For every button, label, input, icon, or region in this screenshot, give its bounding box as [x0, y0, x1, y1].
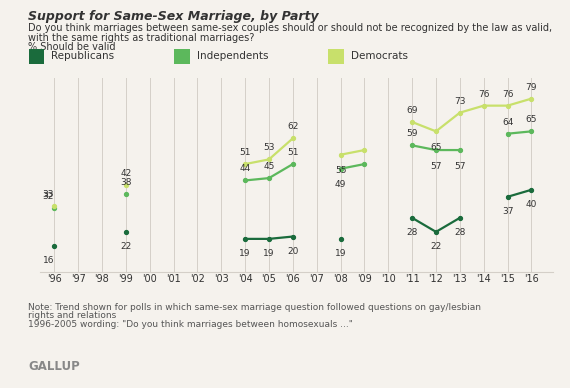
Text: 22: 22	[120, 242, 132, 251]
Text: Independents: Independents	[197, 51, 268, 61]
Text: 22: 22	[430, 242, 442, 251]
Text: Do you think marriages between same-sex couples should or should not be recogniz: Do you think marriages between same-sex …	[28, 23, 553, 33]
Text: 51: 51	[239, 148, 251, 157]
Text: 64: 64	[502, 118, 513, 127]
Text: Republicans: Republicans	[51, 51, 115, 61]
Text: 19: 19	[263, 249, 275, 258]
Text: Democrats: Democrats	[351, 51, 408, 61]
Text: 1996-2005 wording: "Do you think marriages between homosexuals ...": 1996-2005 wording: "Do you think marriag…	[28, 320, 353, 329]
Text: 62: 62	[287, 122, 299, 132]
Text: 38: 38	[120, 178, 132, 187]
Text: 73: 73	[454, 97, 466, 106]
Text: 40: 40	[526, 200, 537, 209]
Text: 53: 53	[263, 144, 275, 152]
Text: 28: 28	[454, 229, 466, 237]
Text: 57: 57	[430, 162, 442, 171]
Text: 20: 20	[287, 247, 299, 256]
Text: 19: 19	[239, 249, 251, 258]
Text: 16: 16	[43, 256, 54, 265]
Text: Support for Same-Sex Marriage, by Party: Support for Same-Sex Marriage, by Party	[28, 10, 319, 23]
Text: 55: 55	[335, 166, 347, 175]
Text: with the same rights as traditional marriages?: with the same rights as traditional marr…	[28, 33, 255, 43]
Text: 28: 28	[406, 229, 418, 237]
Text: 37: 37	[502, 207, 514, 217]
Text: 76: 76	[502, 90, 514, 99]
Text: 79: 79	[526, 83, 537, 92]
Text: 65: 65	[430, 143, 442, 152]
Text: 19: 19	[335, 249, 347, 258]
Text: % Should be valid: % Should be valid	[28, 42, 116, 52]
Text: 33: 33	[43, 190, 54, 199]
Text: 65: 65	[526, 115, 537, 124]
Text: 42: 42	[120, 169, 132, 178]
Text: 45: 45	[263, 162, 275, 171]
Text: 32: 32	[43, 192, 54, 201]
Text: GALLUP: GALLUP	[28, 360, 80, 373]
Text: 44: 44	[239, 165, 251, 173]
Text: Note: Trend shown for polls in which same-sex marriage question followed questio: Note: Trend shown for polls in which sam…	[28, 303, 482, 312]
Text: 57: 57	[454, 162, 466, 171]
Text: 69: 69	[406, 106, 418, 115]
Text: 59: 59	[406, 129, 418, 139]
Text: 51: 51	[287, 148, 299, 157]
Text: 76: 76	[478, 90, 490, 99]
Text: 49: 49	[335, 180, 346, 189]
Text: rights and relations: rights and relations	[28, 311, 117, 320]
